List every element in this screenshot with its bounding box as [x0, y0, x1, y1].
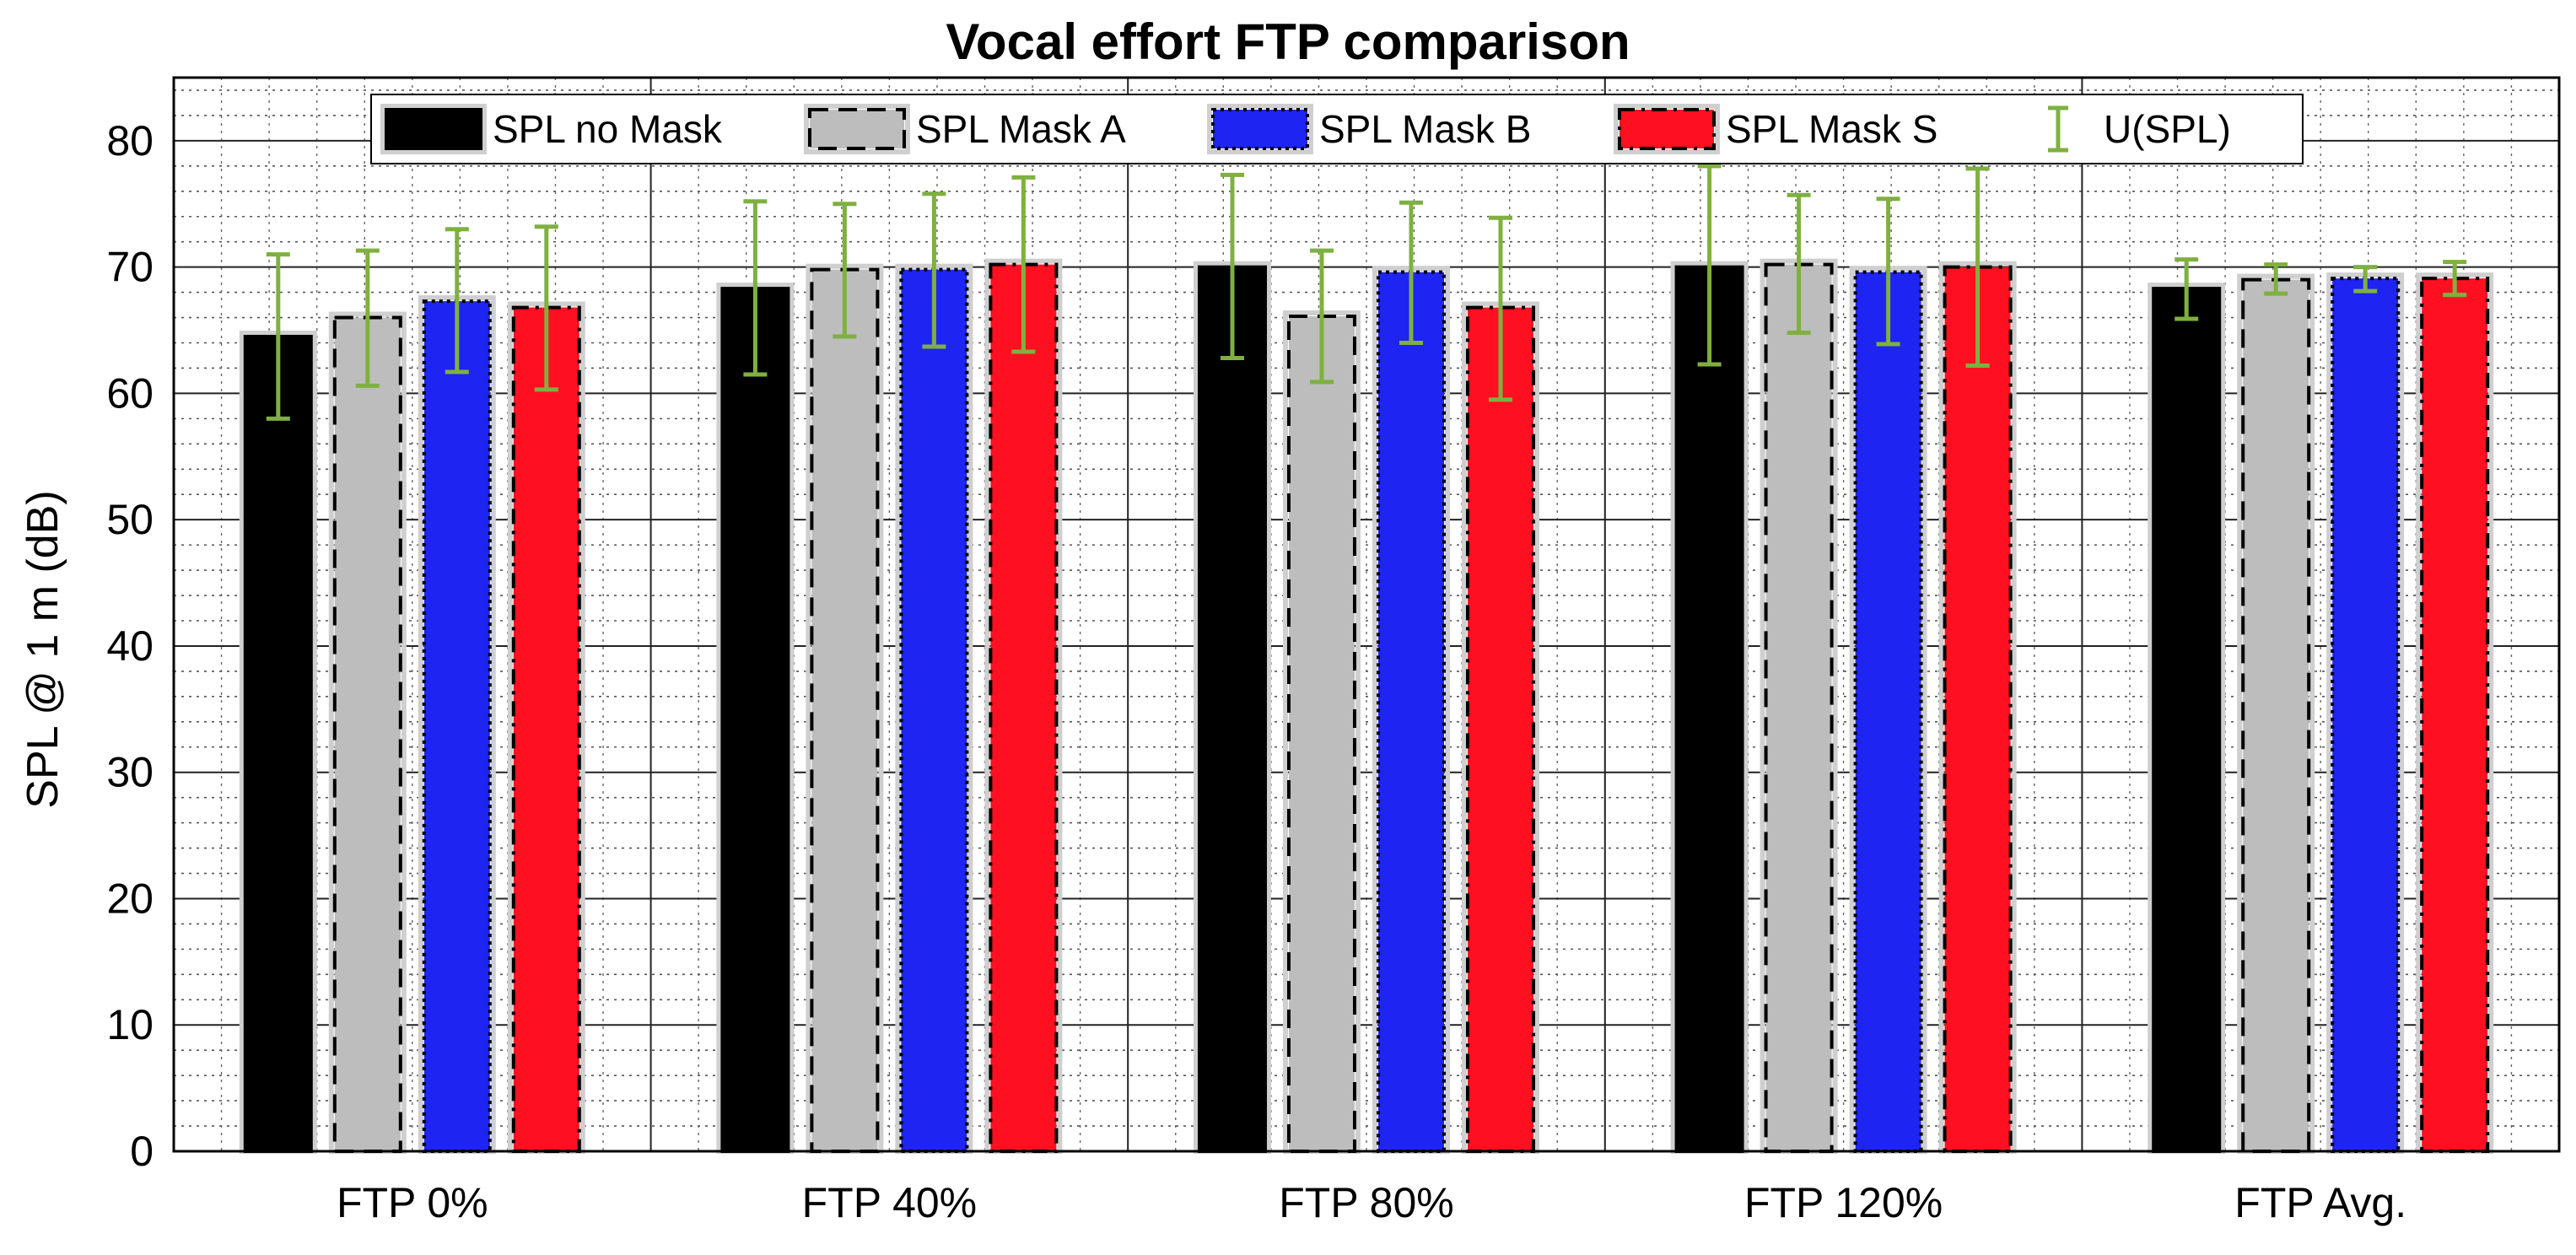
bar — [332, 315, 402, 1154]
error-bars — [266, 164, 2467, 421]
bar — [899, 267, 969, 1154]
axes-frame — [172, 76, 2561, 1153]
x-tick-label: FTP 120% — [1744, 1179, 1943, 1226]
bar — [1377, 270, 1446, 1153]
axes: 0 10 20 30 40 50 60 70 80 FTP 0% FTP 40% FTP 80% FTP… — [106, 76, 2561, 1226]
y-tick-label: 0 — [130, 1128, 154, 1175]
legend-swatch — [1618, 108, 1716, 150]
legend-label: SPL Mask A — [916, 107, 1126, 151]
legend-label: SPL Mask B — [1319, 107, 1531, 151]
bar — [2241, 277, 2311, 1153]
bar — [720, 287, 790, 1153]
x-tick-label: FTP Avg. — [2234, 1179, 2406, 1226]
bar — [1287, 315, 1356, 1153]
legend: SPL no Mask SPL Mask A SPL Mask B SPL Mask … — [370, 94, 2304, 164]
x-tick-label: FTP 0% — [337, 1179, 488, 1226]
bar — [1198, 265, 1267, 1153]
bar — [989, 262, 1059, 1154]
bar — [1943, 265, 2013, 1153]
legend-swatch — [385, 108, 482, 150]
legend-swatch — [1211, 108, 1309, 150]
bar — [511, 305, 581, 1153]
chart-title: Vocal effort FTP comparison — [946, 13, 1630, 70]
legend-box — [370, 94, 2304, 164]
legend-swatch — [808, 108, 906, 150]
legend-swatch-halo — [1207, 104, 1313, 154]
bar — [243, 335, 313, 1153]
bar — [2331, 277, 2401, 1154]
y-tick-label: 10 — [106, 1001, 154, 1048]
y-tick-label: 20 — [106, 875, 154, 922]
legend-swatch-halo — [380, 104, 487, 154]
x-tick-label: FTP 80% — [1279, 1179, 1454, 1226]
bar — [810, 267, 880, 1154]
y-tick-label: 70 — [106, 244, 154, 291]
bar — [2420, 277, 2490, 1154]
y-tick-label: 80 — [106, 117, 154, 164]
bar — [1674, 265, 1744, 1153]
bar — [422, 299, 492, 1153]
y-tick-label: 30 — [106, 749, 154, 796]
legend-label: U(SPL) — [2104, 107, 2231, 151]
legend-label: SPL no Mask — [493, 107, 723, 151]
x-tick-label: FTP 40% — [802, 1179, 978, 1226]
bars — [239, 258, 2494, 1155]
y-axis-label: SPL @ 1 m (dB) — [19, 490, 67, 808]
bar — [1466, 305, 1535, 1153]
legend-swatch-halo — [804, 104, 910, 154]
bar — [2152, 287, 2222, 1153]
legend-label: SPL Mask S — [1726, 107, 1937, 151]
bar — [1853, 270, 1923, 1153]
bar — [1764, 262, 1834, 1154]
y-tick-label: 60 — [106, 369, 154, 417]
y-tick-label: 50 — [106, 496, 154, 543]
y-tick-label: 40 — [106, 622, 154, 670]
legend-swatch-halo — [1614, 104, 1720, 154]
